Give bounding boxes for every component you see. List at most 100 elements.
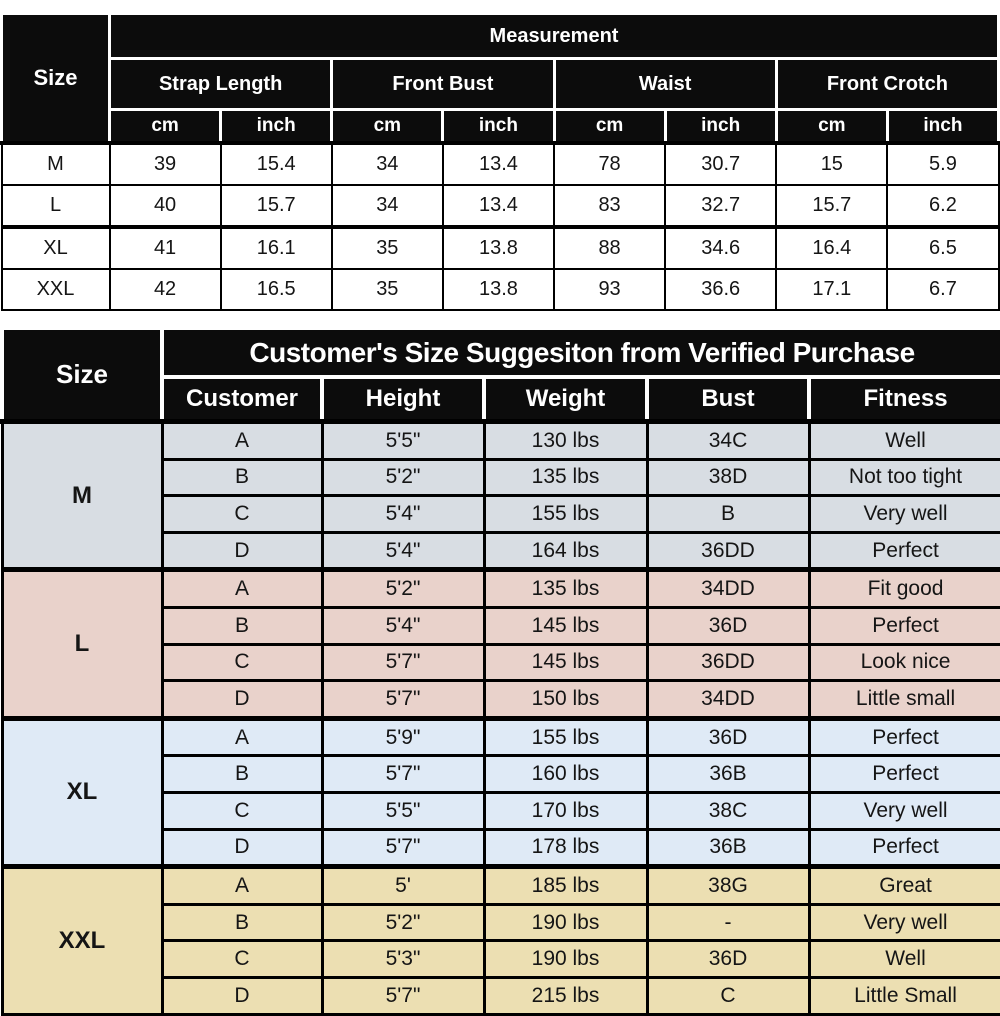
unit-cm: cm	[330, 108, 445, 145]
measurement-group-row: Strap Length Front Bust Waist Front Crot…	[2, 57, 1000, 111]
weight-cell: 155 lbs	[482, 715, 649, 758]
measurement-value-cell: 5.9	[886, 141, 1000, 186]
measurement-value-cell: 15.7	[219, 184, 333, 228]
suggestion-row: C 5'5" 170 lbs 38C Very well	[2, 790, 1000, 831]
fitness-cell: Perfect	[807, 530, 1000, 572]
fitness-cell: Look nice	[807, 642, 1000, 683]
weight-cell: 150 lbs	[482, 679, 649, 720]
weight-cell: 130 lbs	[482, 419, 649, 461]
fitness-cell: Well	[807, 419, 1000, 461]
suggestion-row: D 5'7" 150 lbs 34DD Little small	[2, 679, 1000, 720]
height-cell: 5'5"	[320, 419, 486, 461]
weight-cell: 178 lbs	[482, 827, 649, 869]
measurement-value-cell: 13.4	[441, 184, 556, 228]
size-suggestion-table: Size Customer's Size Suggesiton from Ver…	[0, 326, 1000, 1016]
customer-cell: B	[160, 902, 324, 943]
bust-cell: 36D	[645, 939, 811, 979]
measurement-row: L 40 15.7 34 13.4 83 32.7 15.7 6.2	[0, 184, 1000, 228]
unit-cm: cm	[774, 108, 889, 145]
suggestion-row: C 5'3" 190 lbs 36D Well	[2, 939, 1000, 979]
customer-cell: C	[160, 939, 324, 979]
fitness-cell: Perfect	[807, 827, 1000, 869]
weight-cell: 170 lbs	[482, 790, 649, 831]
group-front-bust: Front Bust	[330, 57, 556, 111]
suggestion-row: L A 5'2" 135 lbs 34DD Fit good	[0, 567, 1000, 720]
col-weight: Weight	[482, 375, 649, 424]
measurement-value-cell: 30.7	[664, 141, 778, 186]
suggestion-row: C 5'4" 155 lbs B Very well	[2, 494, 1000, 534]
customer-cell: C	[160, 494, 324, 534]
suggestion-row: D 5'7" 178 lbs 36B Perfect	[2, 827, 1000, 869]
bust-cell: B	[645, 494, 811, 534]
measurement-value-cell: 6.7	[886, 268, 1000, 311]
fitness-cell: Very well	[807, 790, 1000, 831]
measurement-row: XL 41 16.1 35 13.8 88 34.6 16.4 6.5	[0, 225, 1000, 270]
fitness-cell: Perfect	[807, 715, 1000, 758]
weight-cell: 135 lbs	[482, 457, 649, 498]
measurement-value-cell: 41	[108, 225, 222, 270]
suggestion-row: XXL A 5' 185 lbs 38G Great	[0, 864, 1000, 1016]
bust-cell: 34C	[645, 419, 811, 461]
weight-cell: 145 lbs	[482, 642, 649, 683]
measurement-value-cell: 13.8	[441, 225, 556, 270]
measurement-value-cell: 6.2	[886, 184, 1000, 228]
measurement-value-cell: 36.6	[664, 268, 778, 311]
size-group-cell: XXL	[0, 864, 164, 1016]
height-cell: 5'7"	[320, 827, 486, 869]
suggestion-row: C 5'7" 145 lbs 36DD Look nice	[2, 642, 1000, 683]
height-cell: 5'3"	[320, 939, 486, 979]
measurement-value-cell: 32.7	[664, 184, 778, 228]
measurement-unit-row: cm inch cm inch cm inch cm inch	[2, 108, 1000, 145]
customer-cell: D	[160, 679, 324, 720]
fitness-cell: Not too tight	[807, 457, 1000, 498]
measurement-value-cell: 35	[330, 225, 444, 270]
height-cell: 5'2"	[320, 457, 486, 498]
measurement-value-cell: 13.8	[441, 268, 556, 311]
unit-inch: inch	[219, 108, 334, 145]
fitness-cell: Little small	[807, 679, 1000, 720]
height-cell: 5'4"	[320, 494, 486, 534]
customer-cell: A	[160, 419, 324, 461]
bust-cell: C	[645, 975, 811, 1016]
customer-cell: A	[160, 715, 324, 758]
fitness-cell: Perfect	[807, 754, 1000, 794]
fitness-cell: Very well	[807, 494, 1000, 534]
height-cell: 5'2"	[320, 902, 486, 943]
measurement-table-title: Measurement	[108, 12, 1000, 60]
height-cell: 5'2"	[320, 567, 486, 609]
measurement-value-cell: 6.5	[886, 225, 1000, 270]
measurement-value-cell: 13.4	[441, 141, 556, 186]
customer-cell: A	[160, 567, 324, 609]
measurement-value-cell: 93	[552, 268, 667, 311]
bust-cell: 36DD	[645, 642, 811, 683]
suggestion-column-row: Customer Height Weight Bust Fitness	[2, 375, 1000, 424]
bust-cell: 36B	[645, 827, 811, 869]
measurement-value-cell: 16.1	[219, 225, 333, 270]
height-cell: 5'5"	[320, 790, 486, 831]
suggestion-row: D 5'4" 164 lbs 36DD Perfect	[2, 530, 1000, 572]
bust-cell: 34DD	[645, 567, 811, 609]
suggestion-row: B 5'7" 160 lbs 36B Perfect	[2, 754, 1000, 794]
unit-inch: inch	[885, 108, 1000, 145]
customer-cell: C	[160, 790, 324, 831]
customer-cell: B	[160, 457, 324, 498]
size-cell: XL	[0, 225, 111, 270]
height-cell: 5'4"	[320, 530, 486, 572]
fitness-cell: Very well	[807, 902, 1000, 943]
measurement-table: Size Measurement Strap Length Front Bust…	[0, 12, 1000, 311]
unit-inch: inch	[663, 108, 778, 145]
weight-cell: 190 lbs	[482, 902, 649, 943]
measurement-row: XXL 42 16.5 35 13.8 93 36.6 17.1 6.7	[0, 268, 1000, 311]
bust-cell: 34DD	[645, 679, 811, 720]
weight-cell: 155 lbs	[482, 494, 649, 534]
col-bust: Bust	[645, 375, 811, 424]
fitness-cell: Little Small	[807, 975, 1000, 1016]
measurement-value-cell: 15	[775, 141, 889, 186]
fitness-cell: Great	[807, 864, 1000, 906]
bust-cell: 36D	[645, 715, 811, 758]
col-customer: Customer	[160, 375, 324, 424]
measurement-value-cell: 15.7	[775, 184, 889, 228]
weight-cell: 190 lbs	[482, 939, 649, 979]
bust-cell: 36DD	[645, 530, 811, 572]
suggestion-row: M A 5'5" 130 lbs 34C Well	[0, 418, 1000, 572]
